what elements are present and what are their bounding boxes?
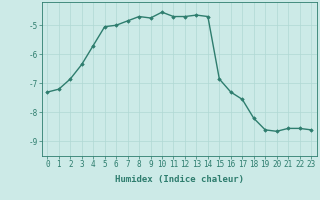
X-axis label: Humidex (Indice chaleur): Humidex (Indice chaleur) — [115, 175, 244, 184]
